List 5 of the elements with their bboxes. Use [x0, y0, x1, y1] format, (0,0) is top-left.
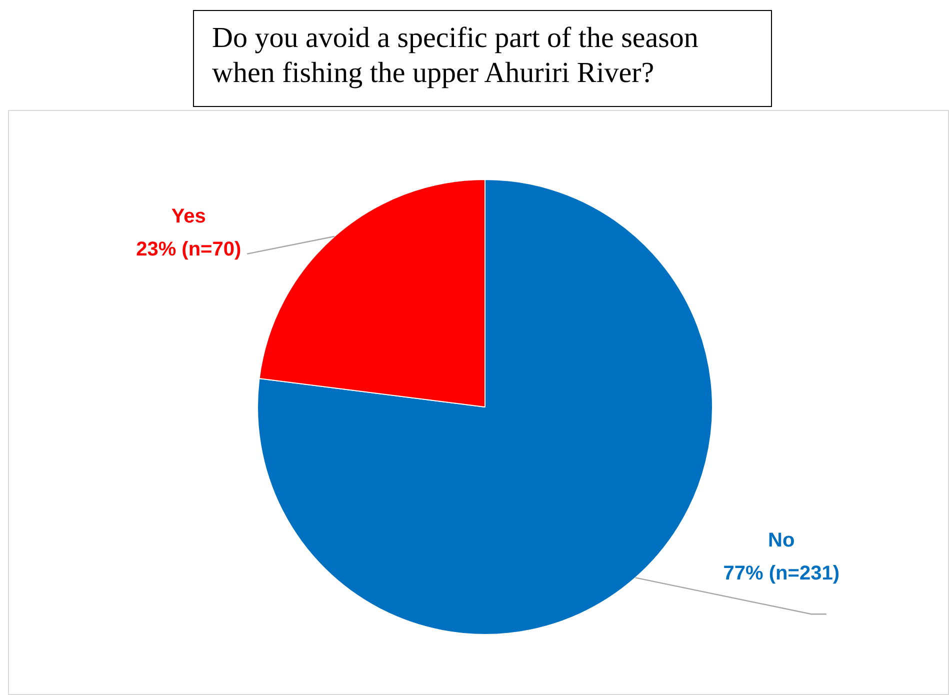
data-label: 77% (n=231) [723, 562, 840, 585]
data-label: 23% (n=70) [136, 238, 242, 260]
slice-label: Yes [171, 205, 206, 228]
chart-title: Do you avoid a specific part of the season when fishing the upper Ahuriri River? [193, 10, 772, 107]
slice-label: No [768, 530, 795, 552]
